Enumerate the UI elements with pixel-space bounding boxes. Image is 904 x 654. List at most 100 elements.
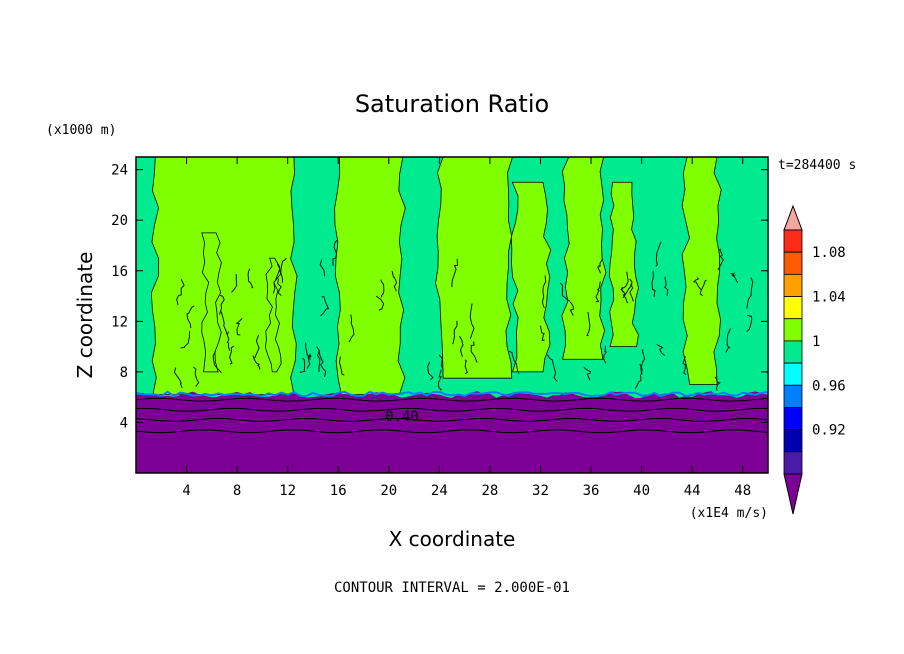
y-tick-label: 8 <box>120 365 128 381</box>
cloud-contour <box>226 331 231 351</box>
y-unit-label: (x1000 m) <box>46 123 116 138</box>
cloud-contour <box>306 353 312 369</box>
cloud-contour <box>583 366 592 381</box>
cloud-contour <box>338 356 345 376</box>
cloud-contour <box>277 278 282 296</box>
dry-contour-line <box>136 407 768 412</box>
colorbar-bin <box>783 296 803 320</box>
x-axis-label: X coordinate <box>389 527 516 551</box>
cloud-contour <box>541 275 547 309</box>
cloud-contour <box>540 325 545 342</box>
dry-boundary-layer <box>136 391 768 473</box>
supersaturated-column <box>201 232 222 373</box>
cloud-contour <box>586 311 591 337</box>
supersaturated-column <box>510 181 552 373</box>
y-tick-label: 12 <box>111 314 128 330</box>
cloud-contour <box>597 258 604 274</box>
supersaturated-column <box>608 181 639 348</box>
colorbar: 0.92 0.96 1 1.04 1.08 <box>783 204 846 515</box>
cloud-contour <box>469 303 475 339</box>
colorbar-label: 1.04 <box>812 290 846 306</box>
cloud-contour <box>746 277 754 309</box>
cloud-contour <box>663 276 669 296</box>
cloud-contour <box>595 281 601 303</box>
y-tick-label: 4 <box>120 415 128 431</box>
colorbar-label: 1.08 <box>812 245 846 261</box>
cloud-contour <box>746 314 753 332</box>
contour-interval-footer: CONTOUR INTERVAL = 2.000E-01 <box>334 580 570 596</box>
colorbar-bin <box>783 384 803 408</box>
cloud-contour <box>464 359 469 375</box>
cloud-contour <box>682 356 687 375</box>
cloud-contour <box>272 263 281 294</box>
cloud-contour <box>380 279 385 298</box>
cloud-contour <box>235 318 243 336</box>
colorbar-bottom-arrow <box>783 473 803 515</box>
time-label: t=284400 s <box>778 158 856 173</box>
cloud-contour <box>714 376 721 391</box>
cloud-contour <box>459 335 464 357</box>
colorbar-label: 1 <box>812 334 820 350</box>
cloud-contour <box>391 270 398 292</box>
x-tick-label: 32 <box>532 483 549 499</box>
colorbar-bin <box>783 251 803 275</box>
supersaturated-column <box>334 157 406 396</box>
cloud-contour <box>231 274 238 293</box>
cloud-contour <box>252 355 261 370</box>
dry-contour-line <box>136 417 768 422</box>
x-tick-label: 28 <box>481 483 498 499</box>
contour-label: 0.40 <box>385 409 419 425</box>
cloud-contour <box>305 342 312 360</box>
cloud-contour <box>651 270 656 297</box>
colorbar-label: 0.96 <box>812 378 846 394</box>
cloud-contour <box>299 357 306 373</box>
cloud-contour <box>219 294 225 315</box>
plot-field <box>136 157 768 473</box>
cloud-contour <box>729 272 739 284</box>
cloud-contour <box>427 361 434 381</box>
x-tick-label: 8 <box>233 483 241 499</box>
cloud-contour <box>603 345 607 364</box>
cloud-contour <box>212 350 222 374</box>
cloud-contour <box>508 350 520 374</box>
supersaturated-column <box>265 257 282 373</box>
cloud-contour <box>375 295 385 311</box>
cloud-contour <box>692 277 702 290</box>
x-axis: 4 8 12 16 20 24 28 32 36 40 44 48 <box>182 157 751 499</box>
cloud-contour <box>319 259 326 277</box>
x-tick-label: 48 <box>734 483 751 499</box>
cloud-contour <box>318 350 327 378</box>
cloud-contour <box>332 239 338 266</box>
cloud-contour <box>180 331 191 349</box>
boundary-rim <box>136 390 768 398</box>
dry-contour-line <box>136 397 768 402</box>
cloud-contour <box>451 258 459 288</box>
cloud-contour <box>186 305 195 329</box>
supersaturated-column <box>561 157 607 360</box>
colorbar-bin <box>783 318 803 342</box>
x-tick-label: 44 <box>684 483 701 499</box>
cloud-contour <box>176 279 185 306</box>
dry-contour-line <box>136 429 768 434</box>
plot-frame <box>135 156 769 474</box>
y-tick-label: 16 <box>111 264 128 280</box>
y-axis: 4 8 12 16 20 24 <box>111 163 768 431</box>
x-tick-label: 40 <box>633 483 650 499</box>
supersaturated-column <box>681 157 722 385</box>
x-tick-label: 20 <box>380 483 397 499</box>
cloud-contour <box>348 314 355 343</box>
cloud-contour <box>173 367 183 389</box>
colorbar-bin <box>783 362 803 386</box>
x-tick-label: 12 <box>279 483 296 499</box>
cloud-contour <box>655 241 662 267</box>
cloud-contour <box>629 278 634 302</box>
chart-title: Saturation Ratio <box>355 90 549 118</box>
cloud-contour <box>470 341 478 363</box>
x-unit-label: (x1E4 m/s) <box>690 506 768 521</box>
cloud-contour <box>559 282 571 302</box>
convective-contours <box>173 239 754 391</box>
cloud-contour <box>193 366 200 387</box>
y-tick-label: 20 <box>111 213 128 229</box>
cloud-contour <box>547 354 558 382</box>
cloud-contour <box>620 271 629 293</box>
